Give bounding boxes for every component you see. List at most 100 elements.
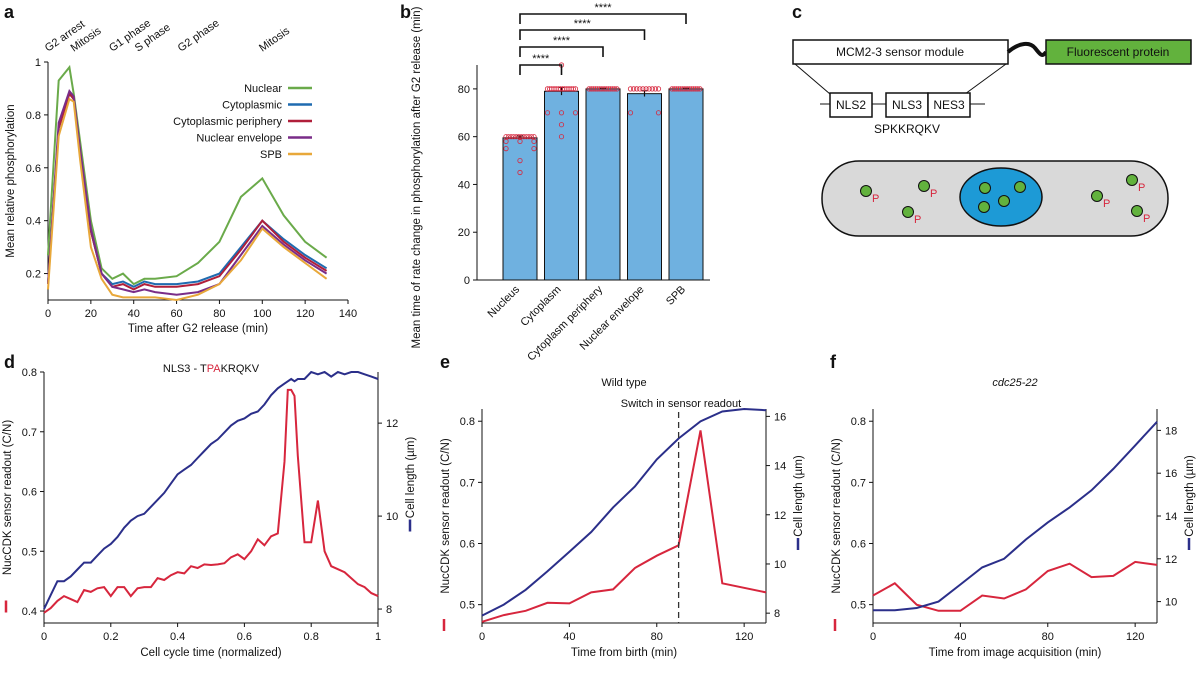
e-y-tick-label: 0.8 [460,416,475,428]
b-significance-stars: **** [553,35,571,47]
a-legend-label: Nuclear [244,83,282,95]
nls2-box [829,92,873,118]
e-series-line [481,407,767,617]
d-y-axis-label: NucCDK sensor readout (C/N) [2,420,14,575]
b-data-point [637,86,643,92]
f-x-tick-label: 80 [1042,631,1054,643]
f-y-tick-label: 0.5 [851,600,866,612]
b-data-point [652,86,659,92]
b-data-point [627,86,634,92]
b-data-point [503,138,509,144]
panel-label-a: a [4,2,15,22]
b-data-point [531,138,537,144]
nls3-label: NLS3 [892,98,922,112]
zoom-line-left [794,63,831,95]
sensor-dot [979,182,991,194]
b-x-tick-label: Nucleus [486,283,523,320]
b-y-tick-label: 60 [458,132,470,144]
sensor-dot [902,206,914,218]
a-series-line [47,64,328,286]
b-data-point [634,86,640,92]
b-bar [668,88,704,281]
sequence-label: SPKKRQKV [874,122,940,136]
b-data-point [649,86,655,92]
f-y-tick-label: 0.6 [851,539,866,551]
panel-label-e: e [440,352,450,372]
chart-b: 0 20 40 60 80 Mean time of rate change in pho… [411,2,710,363]
b-data-point [513,134,519,140]
d-y2-tick-label: 12 [386,418,398,430]
sensor-dot [978,201,990,213]
e-y2-tick-label: 14 [774,461,786,473]
b-data-point [516,134,522,140]
e-x-tick-label: 120 [735,631,753,643]
e-annotation: Switch in sensor readout [621,398,741,410]
d-x-tick-label: 0 [41,631,47,643]
sensor-dot [1131,205,1143,217]
b-data-point [655,86,662,92]
b-data-point [544,110,551,116]
d-y2-axis-label: Cell length (µm) [405,437,417,519]
panel-label-f: f [830,352,837,372]
b-bar [544,90,579,281]
b-significance-stars: **** [532,53,550,65]
sensor-dot [1091,190,1103,202]
nls2-label: NLS2 [836,98,866,112]
a-y-tick-label: 1 [35,57,41,69]
b-y-axis-label: Mean time of rate change in phosphorylat… [411,6,423,348]
b-bar [585,88,621,281]
a-series-line [47,97,328,302]
d-x-tick-label: 1 [375,631,381,643]
b-data-point [558,134,565,140]
fluorescent-protein-label: Fluorescent protein [1067,45,1170,59]
a-x-tick-label: 120 [296,308,314,320]
b-significance-bracket [519,64,563,75]
a-x-tick-label: 80 [213,308,225,320]
sensor-module-label: MCM2-3 sensor module [836,45,964,59]
b-data-point [558,122,565,128]
e-y-tick-label: 0.6 [460,539,475,551]
b-y-tick-label: 80 [458,84,470,96]
phospho-label: P [1103,198,1110,210]
a-x-tick-label: 60 [170,308,182,320]
e-title: Wild type [601,377,646,389]
d-y-tick-label: 0.7 [22,427,37,439]
sensor-module-box [792,39,1009,65]
e-y2-axis-label: Cell length (µm) [793,455,805,537]
panel-label-b: b [400,2,411,22]
a-y-tick-label: 0.8 [26,110,41,122]
b-data-point [627,110,634,116]
panel-label-c: c [792,2,802,22]
b-data-point [523,134,530,140]
b-data-point [508,134,514,140]
a-x-axis-label: Time after G2 release (min) [128,323,268,335]
a-x-tick-label: 140 [339,308,357,320]
d-x-axis-label: Cell cycle time (normalized) [140,647,281,659]
d-y-tick-label: 0.6 [22,487,37,499]
nes3-box [927,92,971,118]
f-series-line [873,421,1158,612]
f-y2-tick-label: 12 [1165,554,1177,566]
e-x-tick-label: 40 [563,631,575,643]
f-x-tick-label: 40 [954,631,966,643]
fluorescent-sensor-dots: P P P P P P [860,174,1150,226]
f-title: cdc25-22 [992,377,1037,389]
b-data-point [517,158,523,164]
b-data-point [572,86,579,92]
a-legend-label: Nuclear envelope [196,133,282,145]
a-x-tick-label: 40 [128,308,140,320]
e-y-axis-label: NucCDK sensor readout (C/N) [440,438,452,593]
f-x-tick-label: 0 [870,631,876,643]
b-data-point [517,138,523,144]
e-series-line [481,430,767,623]
d-y2-tick-label: 8 [386,604,392,616]
phospho-label: P [914,214,921,226]
b-data-point [646,86,652,92]
sensor-dot [860,185,872,197]
f-y-axis-label: NucCDK sensor readout (C/N) [831,438,843,593]
a-legend-label: SPB [260,149,282,161]
f-x-axis-label: Time from image acquisition (min) [929,647,1102,659]
d-x-tick-label: 0.6 [237,631,252,643]
a-legend-label: Cytoplasmic [222,100,282,112]
phospho-label: P [1143,213,1150,225]
